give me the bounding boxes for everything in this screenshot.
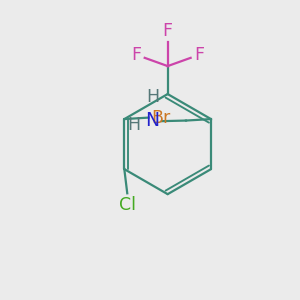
Text: H: H	[128, 116, 141, 134]
Text: F: F	[163, 22, 173, 40]
Text: Cl: Cl	[119, 196, 136, 214]
Text: Br: Br	[151, 109, 170, 127]
Text: H: H	[146, 88, 159, 106]
Text: F: F	[131, 46, 141, 64]
Text: N: N	[146, 111, 160, 130]
Text: F: F	[194, 46, 204, 64]
